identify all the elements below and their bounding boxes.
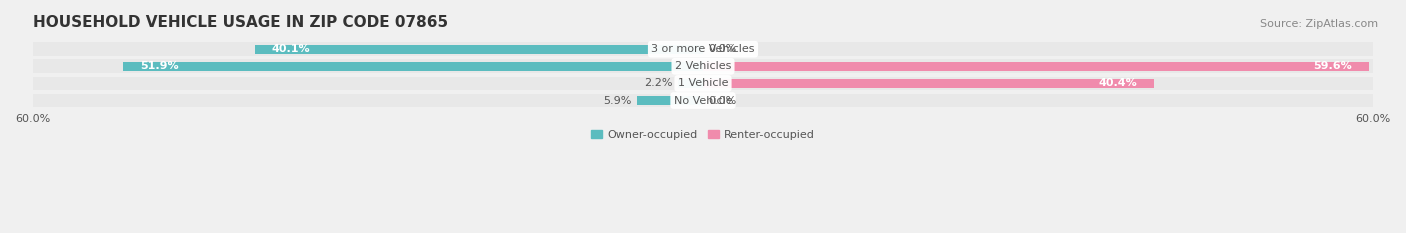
Text: Source: ZipAtlas.com: Source: ZipAtlas.com (1260, 19, 1378, 29)
Text: 40.4%: 40.4% (1099, 79, 1137, 88)
Text: 3 or more Vehicles: 3 or more Vehicles (651, 44, 755, 54)
Text: 2 Vehicles: 2 Vehicles (675, 61, 731, 71)
Text: No Vehicle: No Vehicle (673, 96, 733, 106)
Text: 1 Vehicle: 1 Vehicle (678, 79, 728, 88)
Text: 0.0%: 0.0% (709, 96, 737, 106)
Bar (254, 45, 703, 54)
Bar (679, 79, 703, 88)
Bar (32, 59, 703, 73)
Bar (703, 42, 1374, 56)
Bar (32, 42, 703, 56)
Text: 5.9%: 5.9% (603, 96, 631, 106)
Bar (703, 79, 1154, 88)
Bar (703, 94, 1374, 107)
Legend: Owner-occupied, Renter-occupied: Owner-occupied, Renter-occupied (586, 125, 820, 144)
Bar (703, 77, 1374, 90)
Bar (32, 94, 703, 107)
Text: 51.9%: 51.9% (139, 61, 179, 71)
Text: 59.6%: 59.6% (1313, 61, 1353, 71)
Text: HOUSEHOLD VEHICLE USAGE IN ZIP CODE 07865: HOUSEHOLD VEHICLE USAGE IN ZIP CODE 0786… (32, 15, 447, 30)
Text: 2.2%: 2.2% (644, 79, 673, 88)
Text: 0.0%: 0.0% (709, 44, 737, 54)
Bar (703, 62, 1369, 71)
Text: 40.1%: 40.1% (271, 44, 311, 54)
Bar (703, 59, 1374, 73)
Bar (637, 96, 703, 105)
Bar (124, 62, 703, 71)
Bar (32, 77, 703, 90)
